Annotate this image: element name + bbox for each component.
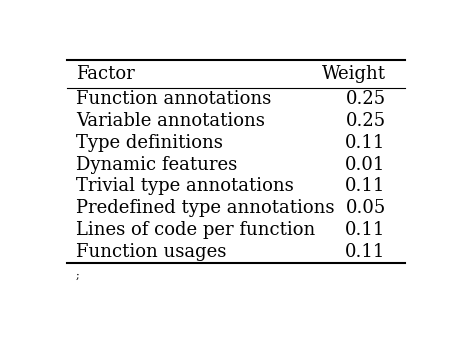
Text: Function annotations: Function annotations (76, 90, 271, 108)
Text: ;: ; (76, 271, 80, 281)
Text: Factor: Factor (76, 65, 135, 83)
Text: 0.25: 0.25 (345, 112, 386, 130)
Text: Weight: Weight (322, 65, 386, 83)
Text: Lines of code per function: Lines of code per function (76, 221, 316, 239)
Text: 0.25: 0.25 (345, 90, 386, 108)
Text: Predefined type annotations: Predefined type annotations (76, 199, 335, 217)
Text: Function usages: Function usages (76, 243, 227, 261)
Text: Type definitions: Type definitions (76, 134, 223, 152)
Text: Variable annotations: Variable annotations (76, 112, 265, 130)
Text: 0.11: 0.11 (345, 243, 386, 261)
Text: 0.11: 0.11 (345, 177, 386, 195)
Text: Trivial type annotations: Trivial type annotations (76, 177, 294, 195)
Text: 0.11: 0.11 (345, 221, 386, 239)
Text: 0.11: 0.11 (345, 134, 386, 152)
Text: 0.01: 0.01 (345, 156, 386, 174)
Text: Dynamic features: Dynamic features (76, 156, 237, 174)
Text: 0.05: 0.05 (345, 199, 386, 217)
